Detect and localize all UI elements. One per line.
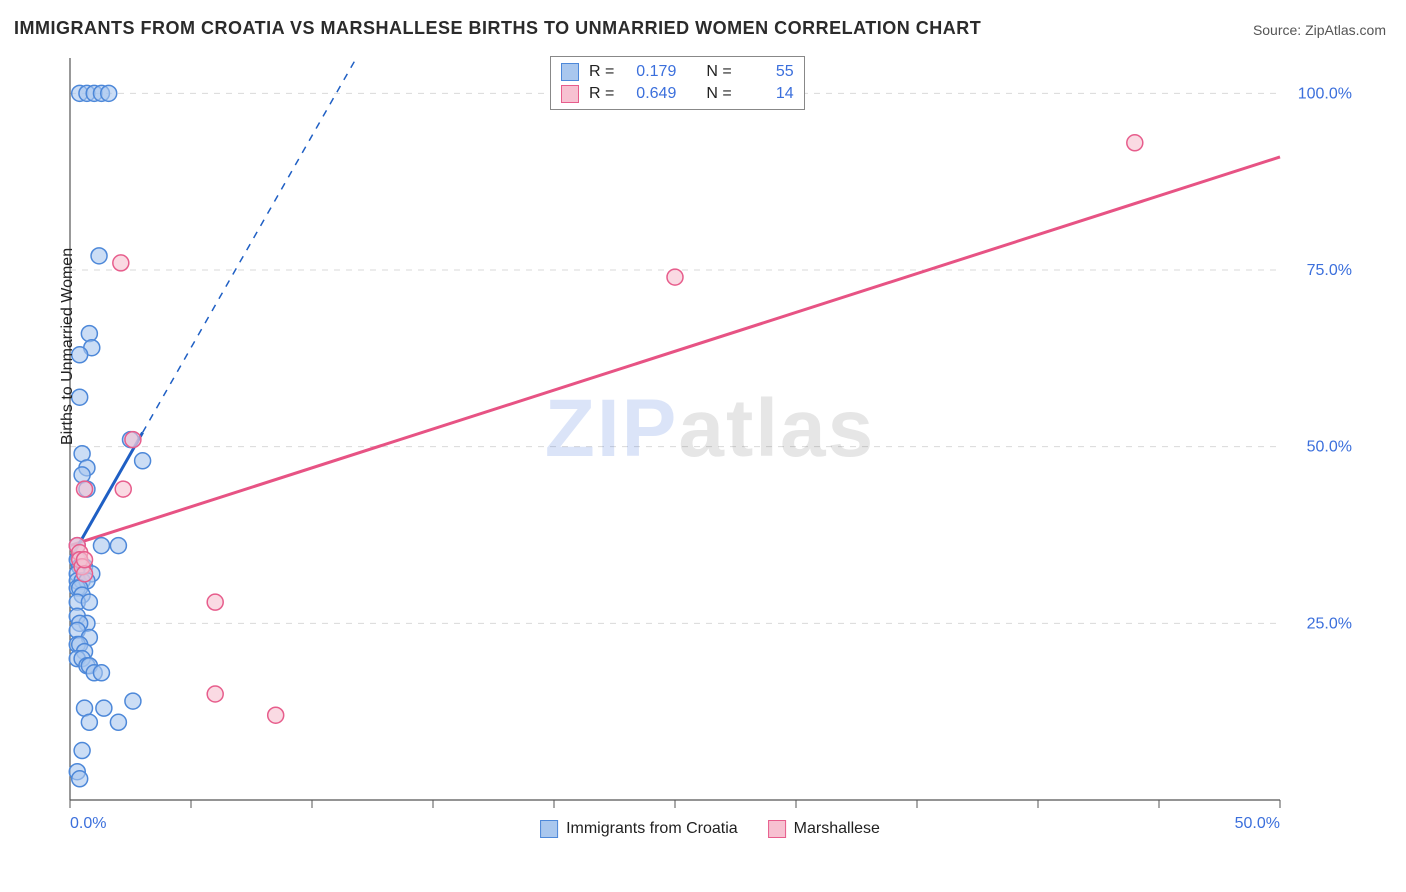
chart-title: IMMIGRANTS FROM CROATIA VS MARSHALLESE B… (14, 18, 981, 39)
r-label: R = (589, 61, 614, 83)
legend-item: Immigrants from Croatia (540, 820, 738, 838)
series-legend: Immigrants from Croatia Marshallese (540, 820, 880, 838)
legend-corr-row: R = 0.179 N = 55 (561, 61, 794, 83)
n-value: 55 (742, 61, 794, 83)
y-axis-label: Births to Unmarried Women (59, 248, 77, 445)
n-label: N = (706, 61, 731, 83)
n-value: 14 (742, 83, 794, 105)
n-label: N = (706, 83, 731, 105)
legend-item: Marshallese (768, 820, 880, 838)
scatter-plot: 25.0% 50.0% 75.0% 100.0% 0.0% 50.0% Births to… (60, 50, 1360, 840)
svg-text:0.0%: 0.0% (70, 815, 106, 832)
r-value: 0.179 (624, 61, 676, 83)
svg-text:25.0%: 25.0% (1307, 615, 1352, 632)
legend-corr-row: R = 0.649 N = 14 (561, 83, 794, 105)
svg-text:50.0%: 50.0% (1235, 815, 1280, 832)
svg-text:100.0%: 100.0% (1298, 85, 1352, 102)
correlation-legend: R = 0.179 N = 55 R = 0.649 N = 14 (550, 56, 805, 110)
r-label: R = (589, 83, 614, 105)
svg-text:75.0%: 75.0% (1307, 262, 1352, 279)
legend-swatch (561, 85, 579, 103)
legend-swatch (768, 820, 786, 838)
source-attribution: Source: ZipAtlas.com (1253, 22, 1386, 38)
r-value: 0.649 (624, 83, 676, 105)
legend-label: Marshallese (794, 820, 880, 838)
plot-svg: 25.0% 50.0% 75.0% 100.0% 0.0% 50.0% (60, 50, 1360, 840)
legend-swatch (540, 820, 558, 838)
legend-label: Immigrants from Croatia (566, 820, 738, 838)
legend-swatch (561, 63, 579, 81)
svg-text:50.0%: 50.0% (1307, 439, 1352, 456)
